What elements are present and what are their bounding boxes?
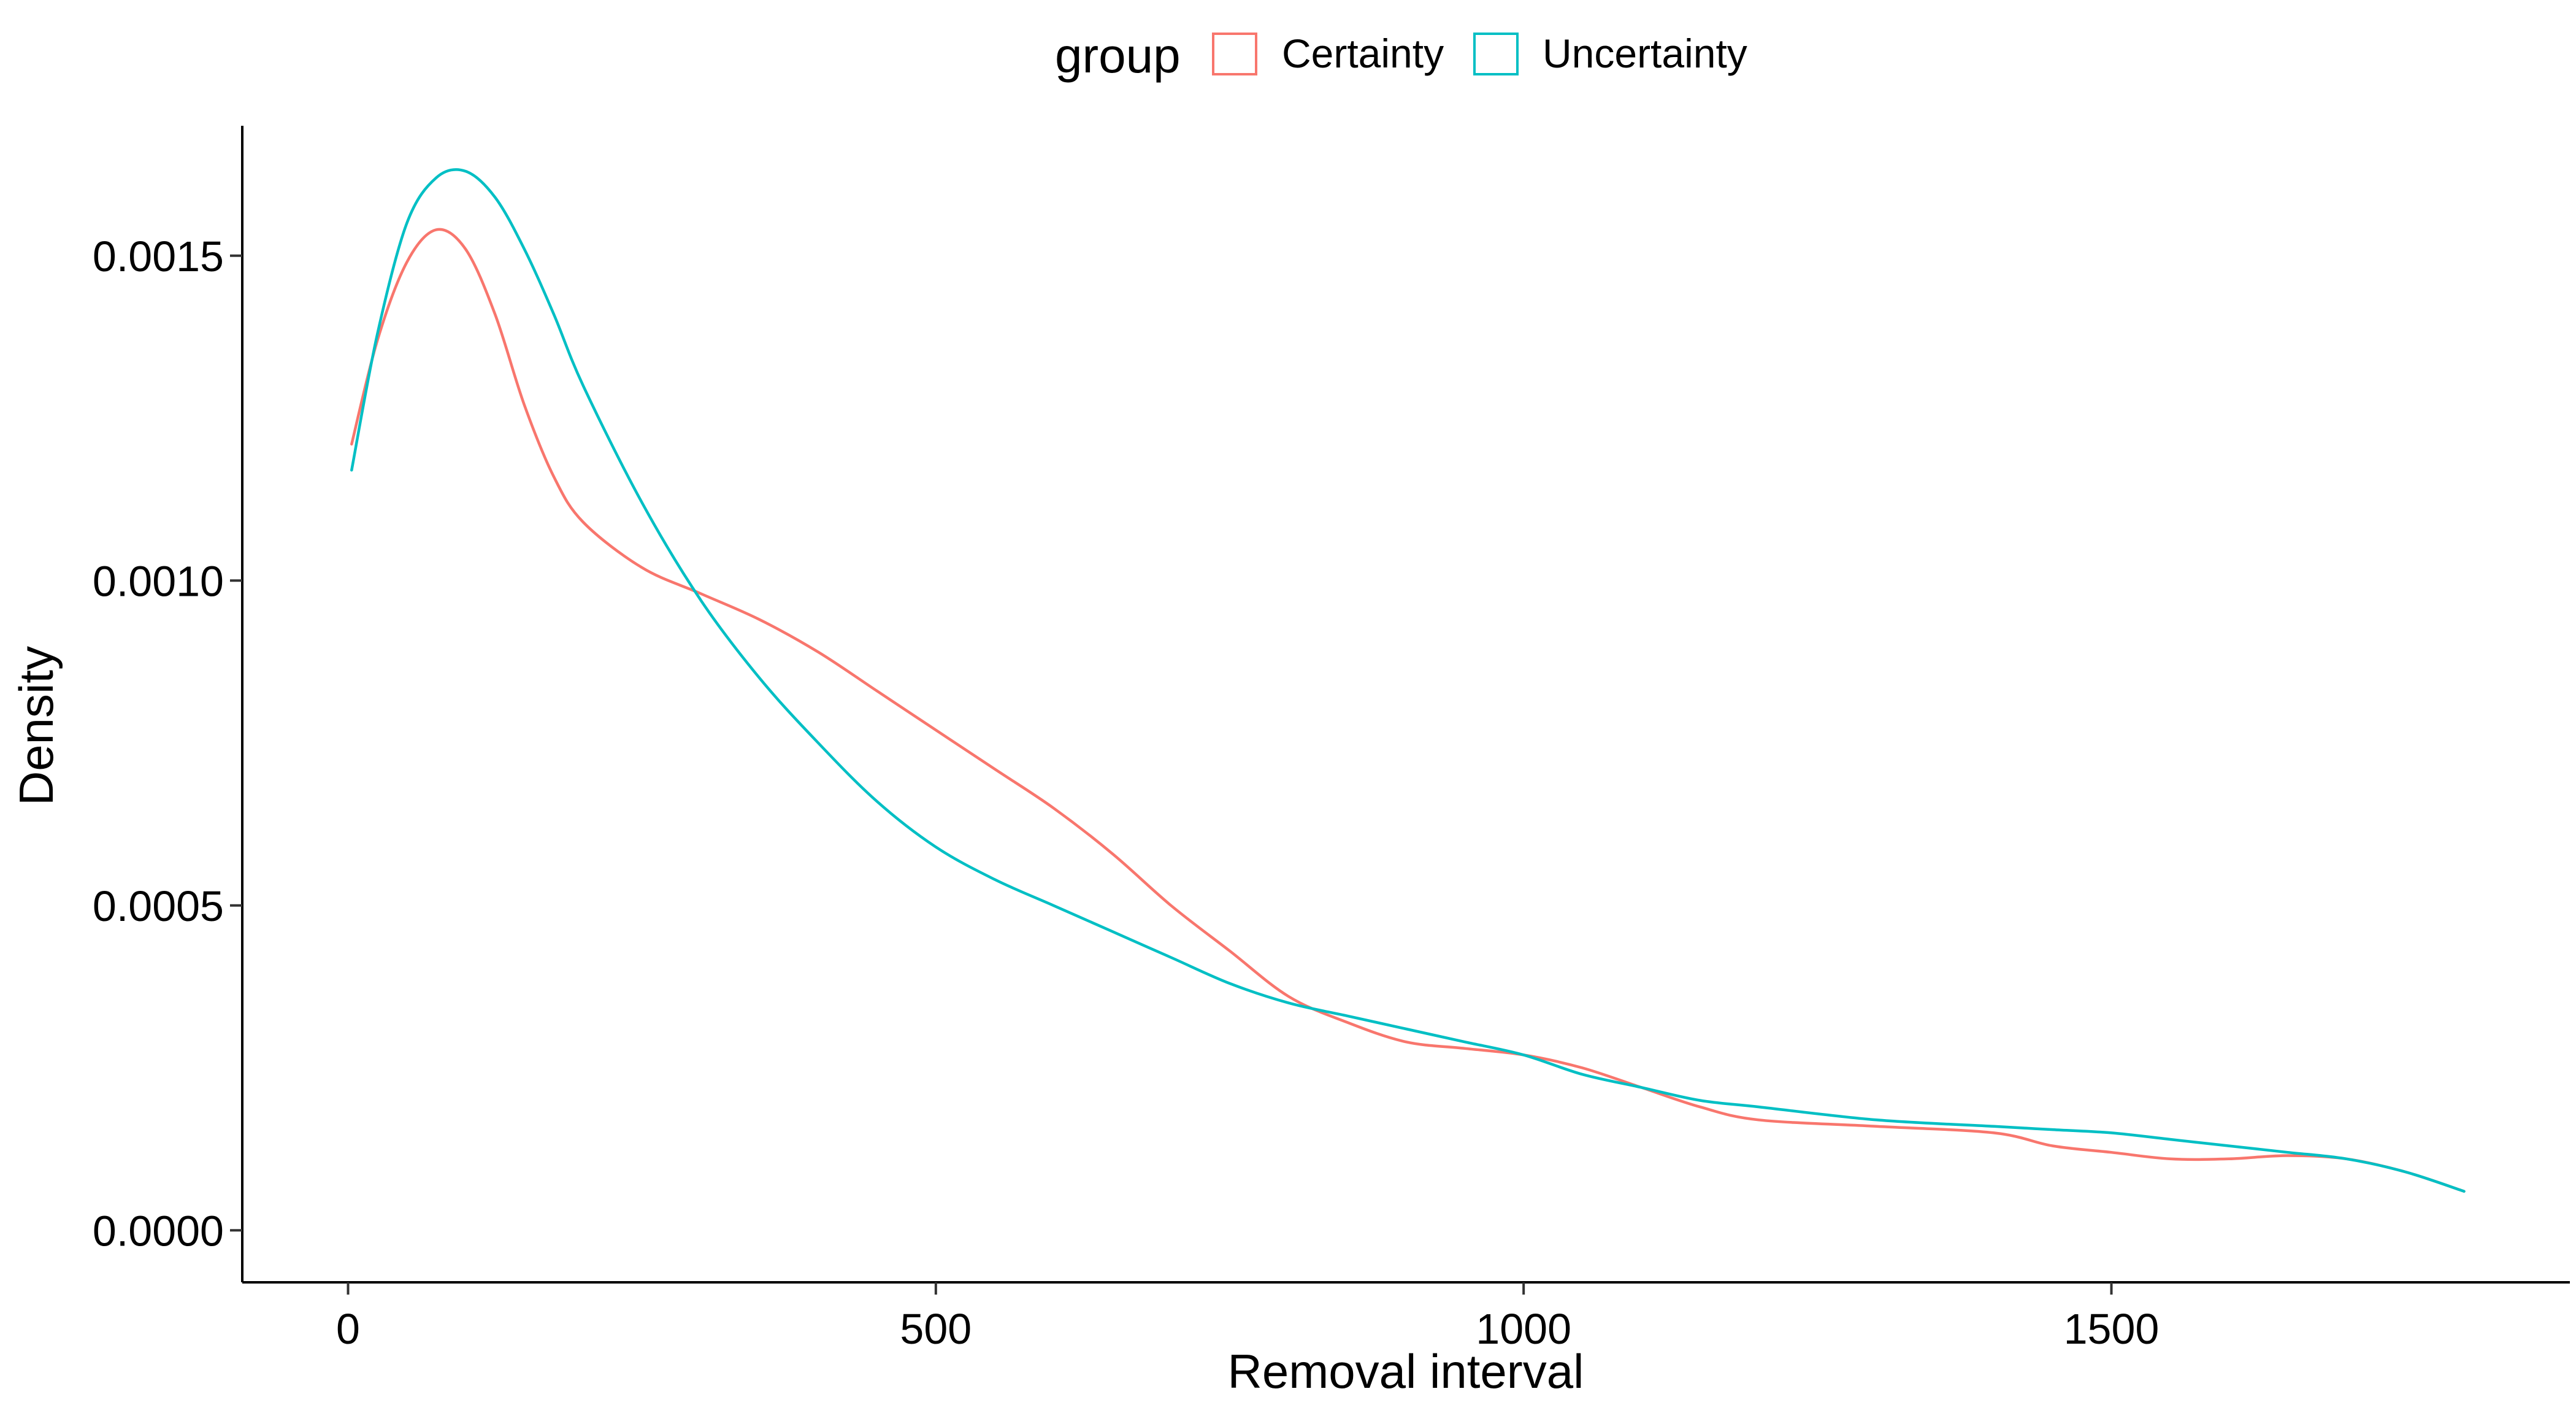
y-tick-label: 0.0005 <box>93 882 224 930</box>
density-line-uncertainty <box>350 168 2466 1193</box>
x-tick-label: 500 <box>900 1305 972 1353</box>
x-tick-label: 1000 <box>1476 1305 1571 1353</box>
y-tick-label: 0.0015 <box>93 233 224 280</box>
y-axis-title: Density <box>9 646 63 806</box>
legend-key-uncertainty <box>1473 33 1519 75</box>
legend-label-certainty: Certainty <box>1282 31 1444 76</box>
legend-label-uncertainty: Uncertainty <box>1543 31 1747 76</box>
x-axis-title: Removal interval <box>1228 1344 1584 1398</box>
x-tick-label: 1500 <box>2064 1305 2160 1353</box>
y-tick-label: 0.0010 <box>93 557 224 605</box>
y-tick-label: 0.0000 <box>93 1207 224 1255</box>
legend: group Certainty Uncertainty <box>1055 28 1747 83</box>
x-tick-label: 0 <box>336 1305 360 1353</box>
plot-area: 0 500 1000 1500 0.0000 0.0005 0.0010 0.0015 <box>93 126 2570 1353</box>
density-line-certainty <box>350 228 2466 1193</box>
legend-title: group <box>1055 28 1181 83</box>
legend-key-certainty <box>1212 33 1257 75</box>
